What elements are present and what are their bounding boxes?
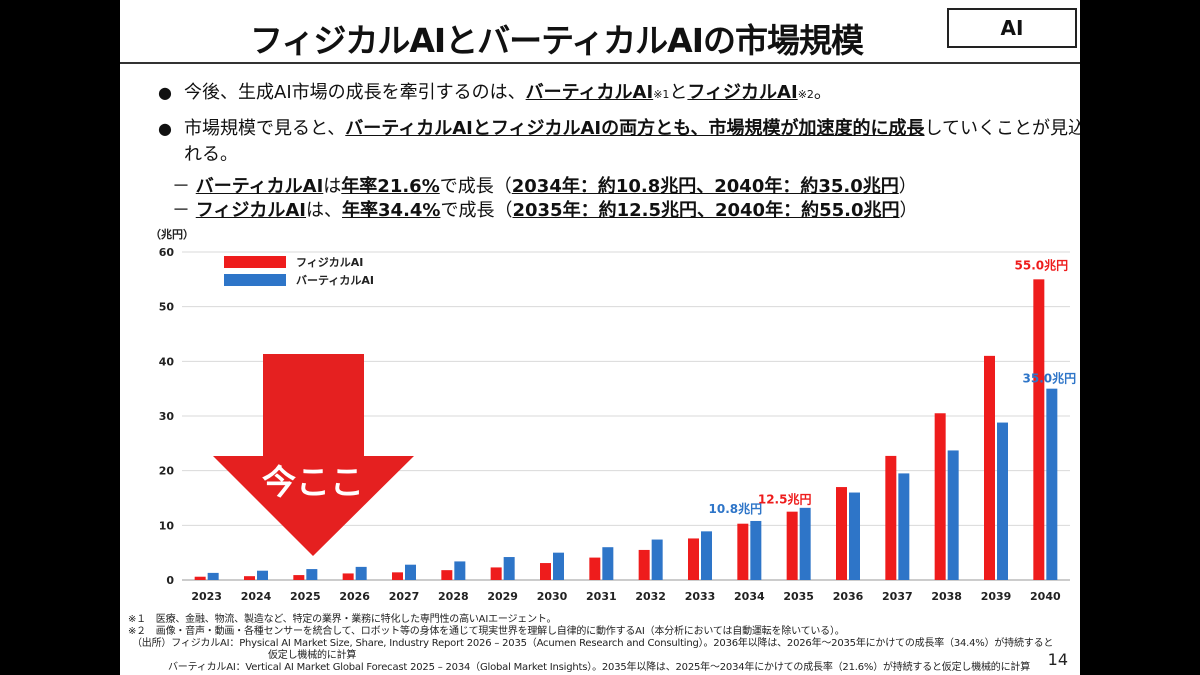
x-tick-label: 2037 xyxy=(882,590,913,603)
now-arrow-icon xyxy=(213,354,414,556)
source-physical-cont: 仮定し機械的に計算 xyxy=(268,650,357,661)
data-label: 35.0兆円 xyxy=(1023,371,1077,386)
bar-vertical-2026 xyxy=(355,566,367,580)
bar-vertical-2039 xyxy=(997,422,1008,580)
slide: フィジカルAIとバーティカルAIの市場規模 AI ● 今後、生成AI市場の成長を… xyxy=(120,0,1080,675)
bar-physical-2025 xyxy=(293,575,305,580)
x-tick-label: 2026 xyxy=(339,590,370,603)
bar-physical-2029 xyxy=(490,567,502,580)
y-tick-label: 50 xyxy=(159,301,175,314)
title-divider xyxy=(120,62,1080,64)
bar-vertical-2031 xyxy=(602,547,614,580)
y-tick-label: 60 xyxy=(159,246,175,259)
x-tick-label: 2024 xyxy=(241,590,272,603)
bar-vertical-2035 xyxy=(799,507,811,580)
source-physical: （出所）フィジカルAI：Physical AI Market Size, Sha… xyxy=(132,638,1054,649)
bar-physical-2030 xyxy=(540,563,551,580)
bar-physical-2024 xyxy=(244,576,255,580)
footnote-1: ※１ 医療、金融、物流、製造など、特定の業界・業務に特化した専門性の高いAIエー… xyxy=(128,614,557,625)
y-tick-label: 0 xyxy=(166,574,174,587)
bar-vertical-2037 xyxy=(898,473,910,580)
bar-vertical-2038 xyxy=(947,450,959,580)
bullet-dot-icon: ● xyxy=(158,83,172,102)
bar-physical-2031 xyxy=(589,557,601,580)
page-number: 14 xyxy=(1047,650,1068,669)
x-tick-label: 2030 xyxy=(537,590,568,603)
category-tag: AI xyxy=(947,8,1077,48)
bar-vertical-2032 xyxy=(651,539,663,580)
bar-physical-2038 xyxy=(934,413,946,580)
bar-physical-2027 xyxy=(392,572,403,580)
bar-physical-2036 xyxy=(836,487,847,580)
bar-vertical-2029 xyxy=(503,557,515,580)
y-tick-label: 40 xyxy=(159,355,175,368)
bar-vertical-2034 xyxy=(750,520,762,580)
x-tick-label: 2028 xyxy=(438,590,469,603)
x-tick-label: 2040 xyxy=(1030,590,1061,603)
x-tick-label: 2031 xyxy=(586,590,617,603)
bar-physical-2028 xyxy=(441,570,453,580)
bar-physical-2023 xyxy=(194,576,206,580)
bar-physical-2040 xyxy=(1033,279,1045,580)
bar-vertical-2024 xyxy=(257,570,268,580)
now-arrow-label: 今ここ xyxy=(262,463,364,503)
x-tick-label: 2027 xyxy=(389,590,420,603)
x-tick-label: 2032 xyxy=(635,590,666,603)
x-tick-label: 2034 xyxy=(734,590,765,603)
bar-vertical-2025 xyxy=(306,569,318,580)
bar-physical-2037 xyxy=(885,455,897,580)
bar-vertical-2030 xyxy=(553,552,564,580)
legend-label: フィジカルAI xyxy=(296,256,363,269)
page-title: フィジカルAIとバーティカルAIの市場規模 xyxy=(250,21,864,60)
x-tick-label: 2039 xyxy=(981,590,1012,603)
x-tick-label: 2029 xyxy=(487,590,518,603)
bullet-2-text: 市場規模で見ると、バーティカルAIとフィジカルAIの両方とも、市場規模が加速度的… xyxy=(184,118,1080,139)
bar-vertical-2040 xyxy=(1046,388,1058,580)
bar-physical-2026 xyxy=(342,573,354,580)
bar-vertical-2033 xyxy=(701,531,712,580)
bar-vertical-2028 xyxy=(454,561,466,580)
sub-point-physical: － フィジカルAIは、年率34.4%で成長（2035年：約12.5兆円、2040… xyxy=(172,200,918,221)
x-tick-label: 2025 xyxy=(290,590,321,603)
bar-physical-2032 xyxy=(638,549,650,580)
y-tick-label: 10 xyxy=(159,519,175,532)
x-tick-label: 2036 xyxy=(833,590,864,603)
source-vertical: バーティカルAI：Vertical AI Market Global Forec… xyxy=(168,662,1030,673)
x-tick-label: 2038 xyxy=(931,590,962,603)
y-tick-label: 20 xyxy=(159,465,175,478)
bullet-1-text: 今後、生成AI市場の成長を牽引するのは、バーティカルAI※1とフィジカルAI※2… xyxy=(184,82,832,103)
bar-physical-2033 xyxy=(688,538,699,580)
legend-swatch xyxy=(224,256,286,268)
data-label: 12.5兆円 xyxy=(758,492,812,507)
sub-point-vertical: － バーティカルAIは年率21.6%で成長（2034年：約10.8兆円、2040… xyxy=(172,176,917,197)
bar-vertical-2027 xyxy=(405,564,416,580)
bar-vertical-2023 xyxy=(207,572,219,580)
bullet-dot-icon: ● xyxy=(158,119,172,138)
bar-physical-2035 xyxy=(786,511,798,580)
y-tick-label: 30 xyxy=(159,410,175,423)
data-label: 55.0兆円 xyxy=(1015,257,1069,272)
y-unit-label: （兆円） xyxy=(150,227,194,241)
x-tick-label: 2033 xyxy=(685,590,716,603)
legend-swatch xyxy=(224,274,286,286)
bar-vertical-2036 xyxy=(849,492,860,580)
bar-physical-2034 xyxy=(737,523,749,580)
x-tick-label: 2023 xyxy=(191,590,222,603)
data-label: 10.8兆円 xyxy=(709,501,763,516)
legend-label: バーティカルAI xyxy=(296,274,374,287)
x-tick-label: 2035 xyxy=(783,590,814,603)
bar-physical-2039 xyxy=(984,355,995,580)
footnote-2: ※２ 画像・音声・動画・各種センサーを統合して、ロボット等の身体を通じて現実世界… xyxy=(128,626,845,637)
